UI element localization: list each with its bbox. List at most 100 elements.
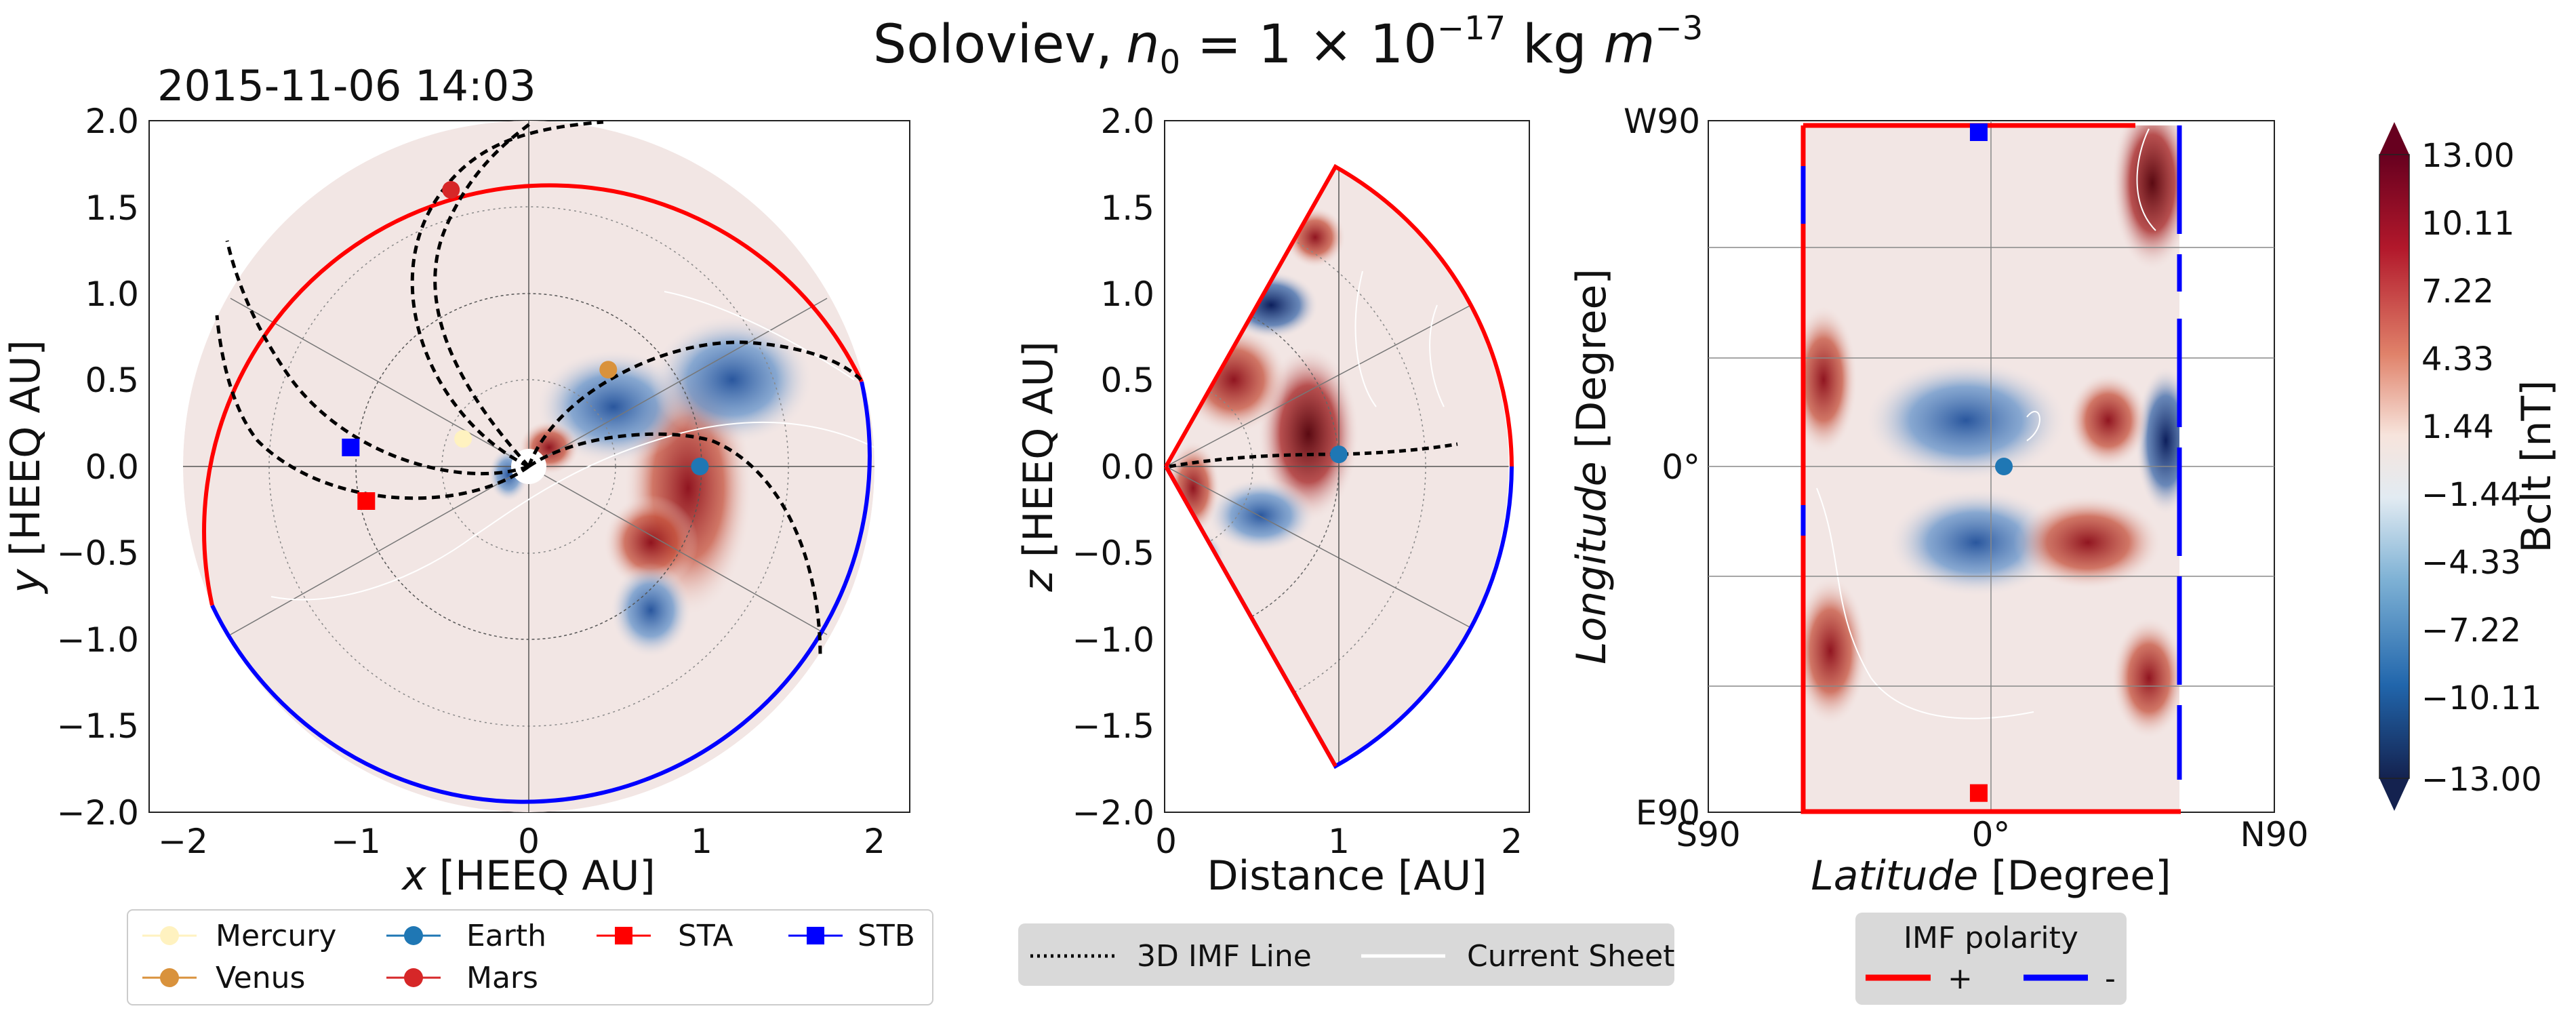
x-tick-label: 2	[1501, 822, 1523, 861]
equatorial-x-label: x [HEEQ AU]	[401, 852, 656, 900]
colorbar-tick: −7.22	[2421, 612, 2521, 650]
colorbar-tick: 10.11	[2421, 205, 2514, 243]
x-tick-label: 0°	[1972, 815, 2011, 854]
map-panel: S90 0° N90 W90 0° E90 Latitude [Degree] …	[1568, 102, 2309, 900]
map-sta-marker	[1969, 784, 1988, 802]
legend-polarity-minus-label: -	[2105, 961, 2116, 996]
meridional-field	[1166, 167, 1509, 766]
meridional-polarity-plus-arc	[1164, 163, 1514, 468]
y-tick-label: 2.0	[1100, 102, 1154, 141]
colorbar-top-extend	[2379, 122, 2409, 155]
polarity-legend-frame	[1855, 913, 2127, 1005]
equatorial-mercury-marker	[454, 430, 472, 448]
legend-earth-label: Earth	[466, 919, 546, 953]
x-tick-label: 0	[1155, 822, 1177, 861]
legend-mercury-marker	[160, 926, 179, 945]
equatorial-venus-marker	[599, 361, 618, 379]
y-tick-label: −1.5	[1072, 706, 1154, 746]
x-tick-label: S90	[1676, 815, 1740, 854]
equatorial-panel: 2015-11-06 14:03	[2, 61, 910, 900]
y-tick-label: −1.5	[57, 706, 139, 746]
x-tick-label: −2	[158, 822, 208, 861]
legend-mars-label: Mars	[466, 961, 538, 995]
y-tick-label: −0.5	[1072, 534, 1154, 573]
legend-mars-marker	[404, 968, 423, 987]
meridional-earth-marker	[1330, 445, 1348, 464]
map-x-label: Latitude [Degree]	[1811, 852, 2171, 900]
colorbar-bottom-extend	[2379, 778, 2409, 811]
y-tick-label: W90	[1624, 102, 1700, 141]
legend-venus-marker	[160, 968, 179, 987]
meridional-y-label: z [HEEQ AU]	[1015, 341, 1062, 593]
colorbar: 13.00 10.11 7.22 4.33 1.44 −1.44 −4.33 −…	[2379, 122, 2560, 811]
y-tick-label: 0°	[1662, 447, 1700, 487]
meridional-y-ticks: 2.0 1.5 1.0 0.5 0.0 −0.5 −1.0 −1.5 −2.0	[1072, 102, 1154, 833]
y-tick-label: 0.5	[1100, 361, 1154, 400]
equatorial-stb-marker	[342, 438, 360, 456]
y-tick-label: 0.0	[1100, 447, 1154, 487]
map-y-ticks: W90 0° E90	[1624, 102, 1700, 833]
colorbar-tick: −4.33	[2421, 544, 2521, 582]
y-tick-label: 1.5	[85, 188, 139, 228]
colorbar-tick: −1.44	[2421, 476, 2521, 514]
meridional-panel: 0 1 2 2.0 1.5 1.0 0.5 0.0 −0.5 −1.0 −1.5…	[1015, 102, 1530, 900]
polarity-legend-title: IMF polarity	[1904, 921, 2078, 955]
y-tick-label: −1.0	[57, 620, 139, 660]
meridional-x-ticks: 0 1 2	[1155, 822, 1523, 861]
lines-legend: 3D IMF Line Current Sheet	[1018, 923, 1674, 986]
map-earth-marker	[1995, 458, 2013, 475]
figure-title: Soloviev, n0 = 1 × 10−17 kg m−3	[873, 9, 1703, 81]
y-tick-label: 2.0	[85, 102, 139, 141]
map-field	[1803, 125, 2179, 812]
y-tick-label: −2.0	[1072, 793, 1154, 833]
lines-legend-frame	[1018, 923, 1674, 986]
legend-imf-line-label: 3D IMF Line	[1137, 939, 1312, 974]
colorbar-tick: −13.00	[2421, 761, 2542, 799]
polarity-legend: IMF polarity + -	[1855, 913, 2127, 1005]
map-x-ticks: S90 0° N90	[1676, 815, 2308, 854]
colorbar-tick: −10.11	[2421, 679, 2542, 717]
x-tick-label: N90	[2240, 815, 2308, 854]
equatorial-mars-marker	[442, 181, 460, 199]
y-tick-label: 1.0	[85, 275, 139, 314]
y-tick-label: E90	[1636, 793, 1700, 833]
legend-venus-label: Venus	[216, 961, 305, 995]
bodies-legend-frame	[127, 909, 933, 1005]
legend-earth-marker	[404, 926, 423, 945]
legend-current-sheet-label: Current Sheet	[1467, 939, 1674, 974]
colorbar-gradient	[2379, 155, 2409, 778]
colorbar-label: Bclt [nT]	[2513, 380, 2560, 553]
equatorial-polarity-minus-arc	[210, 381, 872, 804]
equatorial-imf-lines	[215, 120, 862, 658]
map-y-label: Longitude [Degree]	[1568, 268, 1615, 664]
colorbar-tick: 1.44	[2421, 408, 2494, 446]
meridional-axes-frame	[1164, 120, 1530, 813]
legend-polarity-plus-label: +	[1948, 961, 1973, 996]
colorbar-ticks: 13.00 10.11 7.22 4.33 1.44 −1.44 −4.33 −…	[2421, 137, 2542, 799]
map-polarity-plus-border	[1800, 123, 2181, 814]
x-tick-label: 1	[691, 822, 712, 861]
equatorial-x-ticks: −2 −1 0 1 2	[158, 822, 885, 861]
x-tick-label: −1	[331, 822, 381, 861]
colorbar-tick: 7.22	[2421, 273, 2494, 311]
x-tick-label: 2	[864, 822, 885, 861]
meridional-polarity-minus-arc	[1164, 465, 1514, 770]
equatorial-earth-marker	[691, 458, 709, 475]
y-tick-label: 1.5	[1100, 188, 1154, 228]
y-tick-label: −2.0	[57, 793, 139, 833]
y-tick-label: 0.5	[85, 361, 139, 400]
equatorial-bodies	[342, 181, 709, 510]
equatorial-axes-frame	[148, 120, 910, 813]
y-tick-label: −1.0	[1072, 620, 1154, 660]
panel-timestamp: 2015-11-06 14:03	[157, 61, 536, 111]
y-tick-label: 0.0	[85, 447, 139, 487]
meridional-x-label: Distance [AU]	[1207, 852, 1487, 900]
map-stb-marker	[1969, 123, 1988, 141]
x-tick-label: 1	[1328, 822, 1350, 861]
equatorial-sta-marker	[357, 492, 376, 510]
equatorial-polarity-plus-arc	[202, 183, 864, 606]
colorbar-tick: 13.00	[2421, 137, 2514, 175]
x-tick-label: 0	[518, 822, 540, 861]
y-tick-label: −0.5	[57, 534, 139, 573]
